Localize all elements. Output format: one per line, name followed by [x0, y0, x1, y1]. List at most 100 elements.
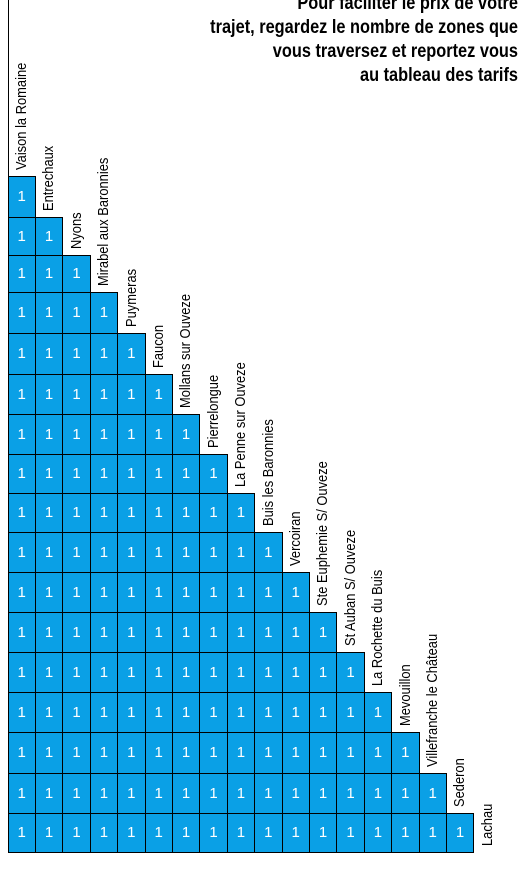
zone-cell: 1: [8, 292, 36, 333]
zone-cell: 1: [199, 532, 228, 572]
zone-cell: 1: [145, 572, 173, 612]
zone-cell: 1: [446, 813, 474, 852]
grid-line: [473, 813, 475, 852]
zone-cell: 1: [227, 612, 255, 652]
stop-label: Mollans sur Ouveze: [177, 293, 195, 408]
stop-label: Ste Euphemie S/ Ouveze: [314, 461, 332, 606]
grid-line: [254, 493, 256, 852]
zone-cell: 1: [254, 572, 282, 612]
zone-cell: 1: [145, 532, 173, 572]
zone-cell: 1: [90, 292, 118, 333]
zone-cell: 1: [35, 454, 63, 493]
zone-cell: 1: [90, 532, 118, 572]
grid-line: [8, 332, 145, 334]
zone-cell: 1: [145, 493, 173, 532]
zone-cell: 1: [336, 732, 365, 773]
zone-cell: 1: [90, 333, 118, 374]
zone-cell: 1: [145, 414, 173, 454]
instructions-line-2: trajet, regardez le nombre de zones que: [210, 17, 518, 38]
zone-cell: 1: [62, 255, 91, 292]
zone-cell: 1: [227, 813, 255, 852]
zone-cell: 1: [364, 692, 392, 732]
grid-line: [418, 732, 420, 852]
zone-cell: 1: [35, 255, 63, 292]
zone-cell: 1: [117, 732, 145, 773]
stop-label: Buis les Baronnies: [259, 419, 277, 526]
zone-cell: 1: [8, 572, 36, 612]
zone-cell: 1: [199, 454, 228, 493]
grid-line: [8, 812, 474, 814]
zone-cell: 1: [8, 532, 36, 572]
zone-cell: 1: [254, 532, 282, 572]
zone-cell: 1: [90, 652, 118, 692]
zone-cell: 1: [117, 813, 145, 852]
zone-cell: 1: [62, 652, 91, 692]
zone-cell: 1: [336, 813, 365, 852]
stop-label: Puymeras: [122, 268, 140, 327]
zone-cell: 1: [117, 612, 145, 652]
zone-cell: 1: [336, 692, 365, 732]
zone-cell: 1: [172, 773, 200, 813]
zone-cell: 1: [62, 532, 91, 572]
zone-cell: 1: [172, 652, 200, 692]
zone-cell: 1: [90, 692, 118, 732]
zone-cell: 1: [62, 374, 91, 414]
zone-cell: 1: [282, 813, 310, 852]
grid-line: [34, 176, 36, 852]
zone-cell: 1: [8, 333, 36, 374]
zone-cell: 1: [309, 612, 337, 652]
zone-cell: 1: [254, 652, 282, 692]
zone-cell: 1: [227, 532, 255, 572]
grid-line: [308, 572, 310, 852]
zone-cell: 1: [419, 813, 447, 852]
zone-cell: 1: [145, 652, 173, 692]
zone-cell: 1: [145, 692, 173, 732]
zone-cell: 1: [90, 773, 118, 813]
zone-cell: 1: [90, 493, 118, 532]
grid-line: [117, 292, 119, 852]
stop-label: Mevouillon: [396, 664, 414, 726]
zone-cell: 1: [336, 652, 365, 692]
zone-cell: 1: [117, 333, 145, 374]
zone-cell: 1: [8, 773, 36, 813]
zone-cell: 1: [199, 572, 228, 612]
zone-cell: 1: [117, 652, 145, 692]
grid-line: [89, 255, 91, 852]
zone-cell: 1: [199, 773, 228, 813]
grid-line: [226, 454, 228, 852]
zone-cell: 1: [62, 692, 91, 732]
stop-label: Nyons: [67, 212, 85, 249]
zone-cell: 1: [364, 732, 392, 773]
grid-line: [8, 254, 91, 256]
stop-label: Vaison la Romaine: [13, 62, 30, 171]
grid-line: [144, 333, 146, 852]
zone-cell: 1: [172, 692, 200, 732]
zone-cell: 1: [145, 732, 173, 773]
zone-cell: 1: [282, 572, 310, 612]
zone-cell: 1: [35, 612, 63, 652]
zone-cell: 1: [282, 692, 310, 732]
instructions-line-3: vous traversez et reportez vous: [272, 41, 518, 62]
zone-cell: 1: [35, 292, 63, 333]
zone-cell: 1: [8, 414, 36, 454]
zone-cell: 1: [309, 652, 337, 692]
zone-cell: 1: [254, 692, 282, 732]
zone-cell: 1: [90, 414, 118, 454]
zone-cell: 1: [199, 692, 228, 732]
zone-cell: 1: [8, 493, 36, 532]
stop-label: Villefranche le Château: [424, 633, 441, 767]
zone-cell: 1: [282, 773, 310, 813]
zone-cell: 1: [90, 374, 118, 414]
zone-cell: 1: [336, 773, 365, 813]
zone-cell: 1: [117, 493, 145, 532]
zone-cell: 1: [391, 813, 419, 852]
zone-cell: 1: [8, 217, 36, 255]
zone-cell: 1: [8, 652, 36, 692]
zone-cell: 1: [254, 813, 282, 852]
zone-cell: 1: [309, 773, 337, 813]
zone-cell: 1: [62, 454, 91, 493]
zone-cell: 1: [227, 493, 255, 532]
zone-cell: 1: [117, 374, 145, 414]
grid-line: [8, 851, 474, 853]
zone-cell: 1: [62, 773, 91, 813]
